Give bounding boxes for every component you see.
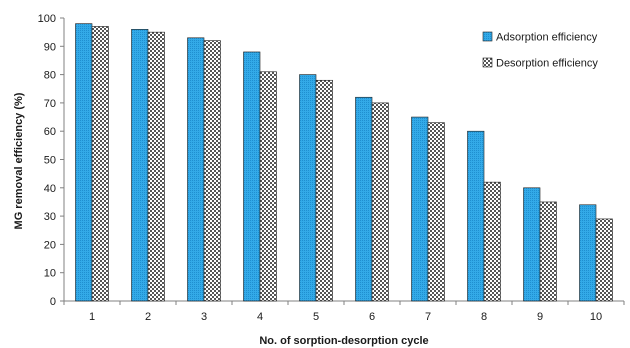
bar-desorption [91,26,109,302]
legend-swatch-adsorption [482,31,493,42]
y-tick-label: 80 [44,70,56,82]
x-tick-label: 4 [257,311,263,323]
legend-label-adsorption: Adsorption efficiency [496,32,598,44]
bar-desorption [371,102,389,302]
bar-desorption [259,71,277,302]
bar-adsorption [299,74,317,302]
bar-desorption [147,31,165,302]
bar-adsorption [411,116,429,302]
bar-desorption [539,201,557,302]
x-tick-label: 10 [590,311,602,323]
bar-adsorption [579,204,597,302]
bar-desorption [427,122,445,302]
x-tick-label: 3 [201,311,207,323]
y-tick-label: 60 [44,126,56,138]
bar-adsorption [75,23,93,302]
y-tick-label: 30 [44,211,56,223]
bar-desorption [483,181,501,302]
legend-swatch-desorption [482,57,493,68]
x-axis-title: No. of sorption-desorption cycle [259,335,428,347]
y-tick-label: 10 [44,268,56,280]
x-tick-label: 5 [313,311,319,323]
x-tick-label: 9 [537,311,543,323]
y-tick-label: 70 [44,98,56,110]
y-tick-label: 40 [44,183,56,195]
y-tick-label: 0 [50,296,56,308]
bar-adsorption [187,37,205,302]
x-tick-label: 1 [89,311,95,323]
y-tick-label: 100 [38,13,56,25]
legend: Adsorption efficiency Desorption efficie… [482,31,598,70]
bar-adsorption [355,96,373,302]
bar-desorption [595,218,613,302]
x-tick-label: 7 [425,311,431,323]
x-tick-label: 8 [481,311,487,323]
y-tick-label: 90 [44,41,56,53]
y-tick-label: 50 [44,155,56,167]
bar-desorption [203,40,221,302]
bar-adsorption [523,187,541,302]
plot-area: 0 10 20 30 40 50 60 70 80 90 100 1 2 3 4 5 6 7 8 9 10 [38,13,625,323]
bar-adsorption [243,51,261,302]
bar-adsorption [131,29,149,302]
y-tick-label: 20 [44,239,56,251]
x-tick-label: 2 [145,311,151,323]
x-tick-label: 6 [369,311,375,323]
y-axis-title: MG removal efficiency (%) [13,92,25,229]
legend-label-desorption: Desorption efficiency [496,58,598,70]
bar-adsorption [467,130,485,302]
bar-desorption [315,79,333,302]
